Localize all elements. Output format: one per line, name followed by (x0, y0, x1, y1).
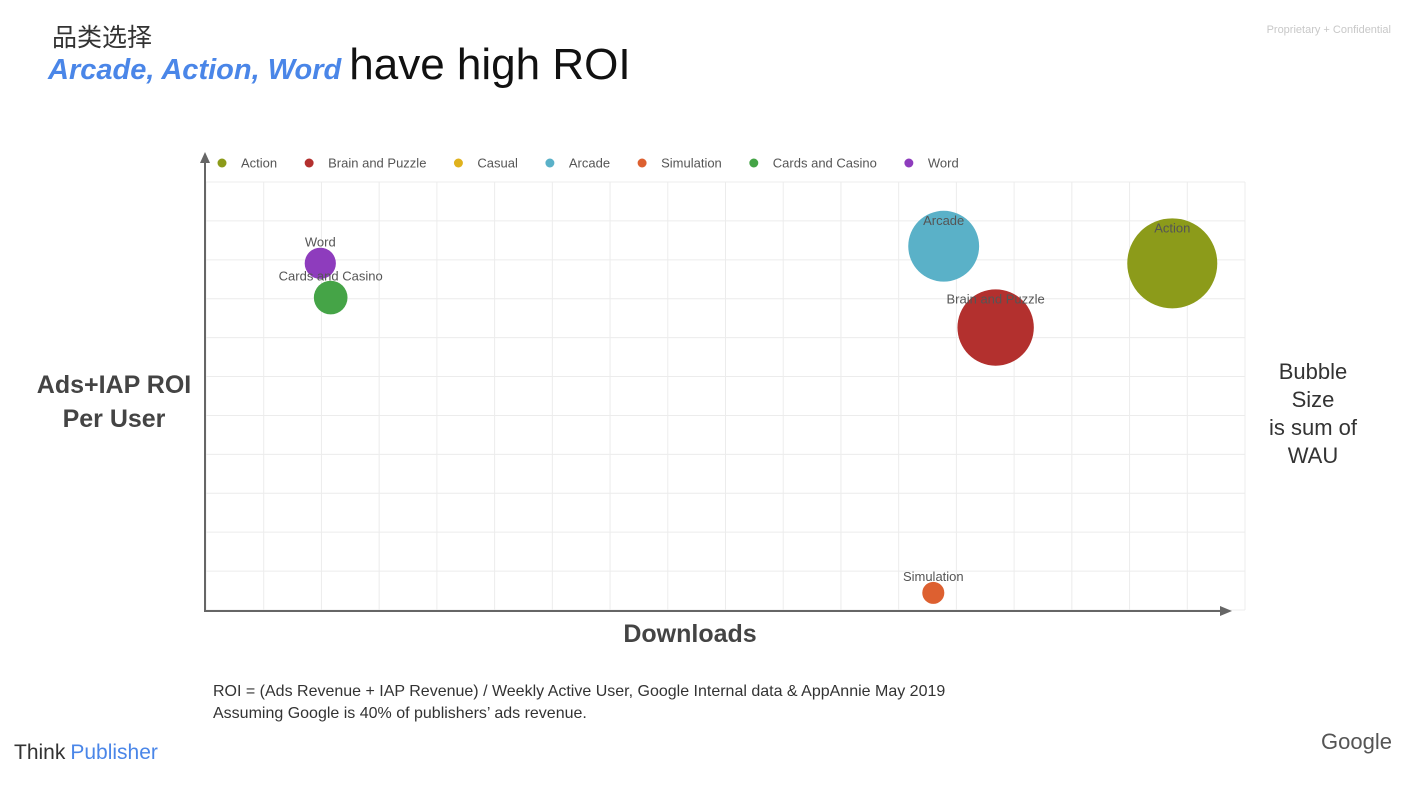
legend-marker (637, 158, 647, 168)
bubble-label: Arcade (923, 213, 964, 228)
slide-title: Arcade, Action, Word have high ROI (48, 40, 631, 90)
y-axis-label-line: Per User (62, 405, 166, 433)
chart-axes (200, 152, 1232, 616)
chart-bubbles: Word Cards and Casino Arcade Brain and Puzz… (279, 210, 1218, 604)
legend-marker (749, 158, 759, 168)
bubble-brain-and-puzzle (957, 289, 1034, 366)
bubble-size-note-line: WAU (1287, 443, 1339, 468)
bubble-arcade (908, 210, 980, 282)
legend-label: Arcade (569, 156, 610, 171)
confidential-label: Proprietary + Confidential (1266, 24, 1391, 36)
x-axis-label: Downloads (623, 620, 757, 648)
bubble-label: Brain and Puzzle (946, 291, 1044, 306)
bubble-label: Cards and Casino (279, 269, 383, 284)
legend-label: Cards and Casino (773, 156, 877, 171)
legend-marker (453, 158, 463, 168)
chart-legend: Action Brain and Puzzle Casual Arcade Simula… (217, 156, 959, 171)
legend-marker (545, 158, 555, 168)
brand-publisher: Publisher (70, 741, 158, 764)
bubble-cards-and-casino (313, 280, 348, 315)
legend-label: Word (928, 156, 959, 171)
bubble-size-note-line: Size (1291, 387, 1335, 412)
bubble-size-note: Bubble Size is sum of WAU (1248, 358, 1378, 470)
bubble-label: Action (1154, 220, 1190, 235)
brand-think: Think (14, 741, 66, 764)
bubble-simulation (922, 581, 945, 604)
y-axis-label: Ads+IAP ROI Per User (18, 368, 210, 436)
bubble-label: Word (305, 235, 336, 250)
bubble-action (1127, 218, 1218, 309)
title-highlight: Arcade, Action, Word (48, 54, 342, 86)
legend-marker (304, 158, 314, 168)
legend-label: Brain and Puzzle (328, 156, 426, 171)
footnote-line: Assuming Google is 40% of publishers’ ad… (213, 705, 587, 722)
bubble-size-note-line: Bubble (1278, 359, 1348, 384)
title-rest: have high ROI (349, 40, 631, 89)
footnote-line: ROI = (Ads Revenue + IAP Revenue) / Week… (213, 683, 946, 700)
x-axis-arrow (1220, 606, 1232, 616)
legend-marker (217, 158, 227, 168)
bubble-word (304, 247, 336, 279)
google-logo: Google (1321, 729, 1392, 754)
bubble-label: Simulation (903, 569, 964, 584)
footnote: ROI = (Ads Revenue + IAP Revenue) / Week… (213, 681, 945, 725)
legend-label: Casual (477, 156, 518, 171)
y-axis-label-line: Ads+IAP ROI (36, 371, 192, 399)
legend-marker (904, 158, 914, 168)
slide-kicker: 品类选择 (52, 23, 153, 52)
y-axis-arrow (200, 152, 210, 163)
legend-label: Action (241, 156, 277, 171)
bubble-size-note-line: is sum of (1268, 415, 1358, 440)
chart-grid (205, 181, 1246, 611)
think-publisher-logo: Think Publisher (14, 741, 158, 765)
legend-label: Simulation (661, 156, 722, 171)
